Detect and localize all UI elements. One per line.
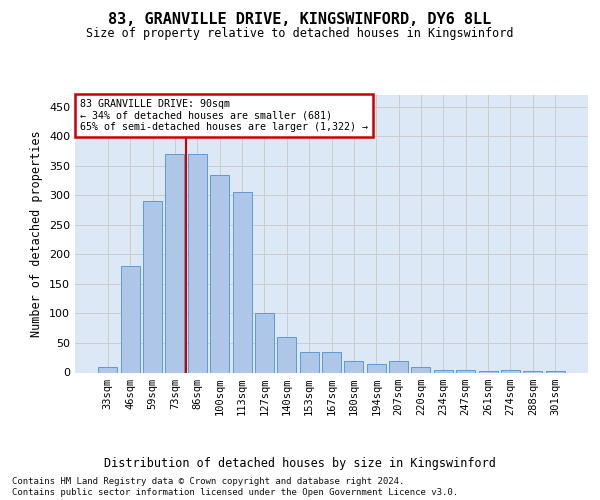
Bar <box>166 154 184 372</box>
Bar <box>523 370 542 372</box>
Y-axis label: Number of detached properties: Number of detached properties <box>31 130 43 337</box>
Text: 83, GRANVILLE DRIVE, KINGSWINFORD, DY6 8LL: 83, GRANVILLE DRIVE, KINGSWINFORD, DY6 8… <box>109 12 491 28</box>
Bar <box>344 360 364 372</box>
Text: Size of property relative to detached houses in Kingswinford: Size of property relative to detached ho… <box>86 28 514 40</box>
Text: 83 GRANVILLE DRIVE: 90sqm
← 34% of detached houses are smaller (681)
65% of semi: 83 GRANVILLE DRIVE: 90sqm ← 34% of detac… <box>80 99 368 132</box>
Bar <box>322 352 341 372</box>
Text: Distribution of detached houses by size in Kingswinford: Distribution of detached houses by size … <box>104 458 496 470</box>
Bar <box>299 352 319 372</box>
Bar <box>479 370 497 372</box>
Bar <box>121 266 140 372</box>
Bar <box>501 370 520 372</box>
Bar <box>412 366 430 372</box>
Bar <box>233 192 251 372</box>
Bar <box>456 370 475 372</box>
Bar <box>277 337 296 372</box>
Bar <box>188 154 207 372</box>
Bar <box>434 370 453 372</box>
Bar <box>367 364 386 372</box>
Bar <box>143 202 162 372</box>
Text: Contains HM Land Registry data © Crown copyright and database right 2024.
Contai: Contains HM Land Registry data © Crown c… <box>12 478 458 497</box>
Bar <box>210 174 229 372</box>
Bar <box>255 314 274 372</box>
Bar <box>98 366 118 372</box>
Bar <box>389 360 408 372</box>
